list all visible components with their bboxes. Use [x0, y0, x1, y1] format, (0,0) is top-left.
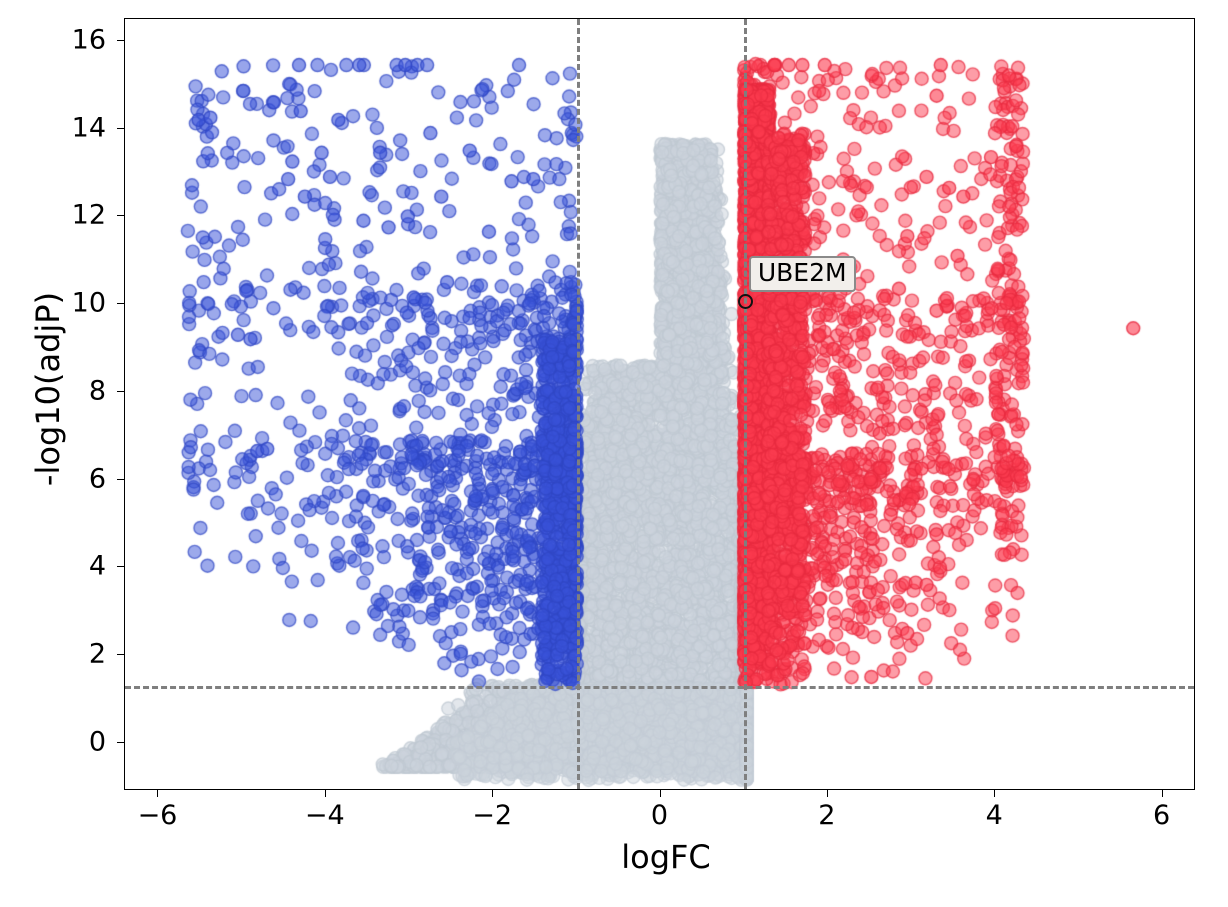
y-tick-mark [117, 654, 124, 656]
y-tick-label: 12 [71, 199, 106, 231]
x-tick-label: −6 [137, 800, 178, 831]
x-axis-label-text: logFC [621, 838, 711, 876]
y-tick-mark [117, 303, 124, 305]
y-tick-label: 2 [88, 638, 106, 670]
y-tick-label: 0 [88, 726, 106, 758]
gene-label-ube2m[interactable]: UBE2M [748, 255, 856, 293]
x-tick-label: −2 [472, 800, 513, 831]
x-tick-label: 4 [985, 800, 1003, 831]
y-tick-label: 4 [88, 550, 106, 582]
highlighted-gene-marker[interactable] [738, 294, 754, 310]
y-tick-label: 10 [71, 287, 106, 319]
y-axis-label: -log10(adjP) [29, 291, 67, 487]
x-tick-label: 0 [650, 800, 669, 831]
y-tick-label: 14 [71, 112, 106, 144]
x-tick-mark [1161, 790, 1163, 797]
x-axis-label: logFC [0, 838, 1228, 876]
y-tick-mark [117, 39, 124, 41]
x-tick-mark [157, 790, 159, 797]
y-tick-mark [117, 566, 124, 568]
scatter-points-canvas [125, 19, 1194, 789]
y-tick-mark [117, 127, 124, 129]
y-tick-mark [117, 741, 124, 743]
y-tick-label: 8 [88, 375, 106, 407]
x-tick-mark [826, 790, 828, 797]
y-tick-mark [117, 215, 124, 217]
x-tick-label: 2 [818, 800, 836, 831]
x-tick-label: 6 [1152, 800, 1171, 831]
x-tick-mark [492, 790, 494, 797]
plot-area: UBE2M [124, 18, 1195, 790]
y-tick-mark [117, 478, 124, 480]
x-tick-mark [324, 790, 326, 797]
y-tick-label: 16 [71, 24, 106, 56]
x-tick-mark [994, 790, 996, 797]
y-tick-label: 6 [88, 463, 106, 495]
y-tick-mark [117, 390, 124, 392]
x-tick-label: −4 [304, 800, 345, 831]
x-tick-mark [659, 790, 661, 797]
